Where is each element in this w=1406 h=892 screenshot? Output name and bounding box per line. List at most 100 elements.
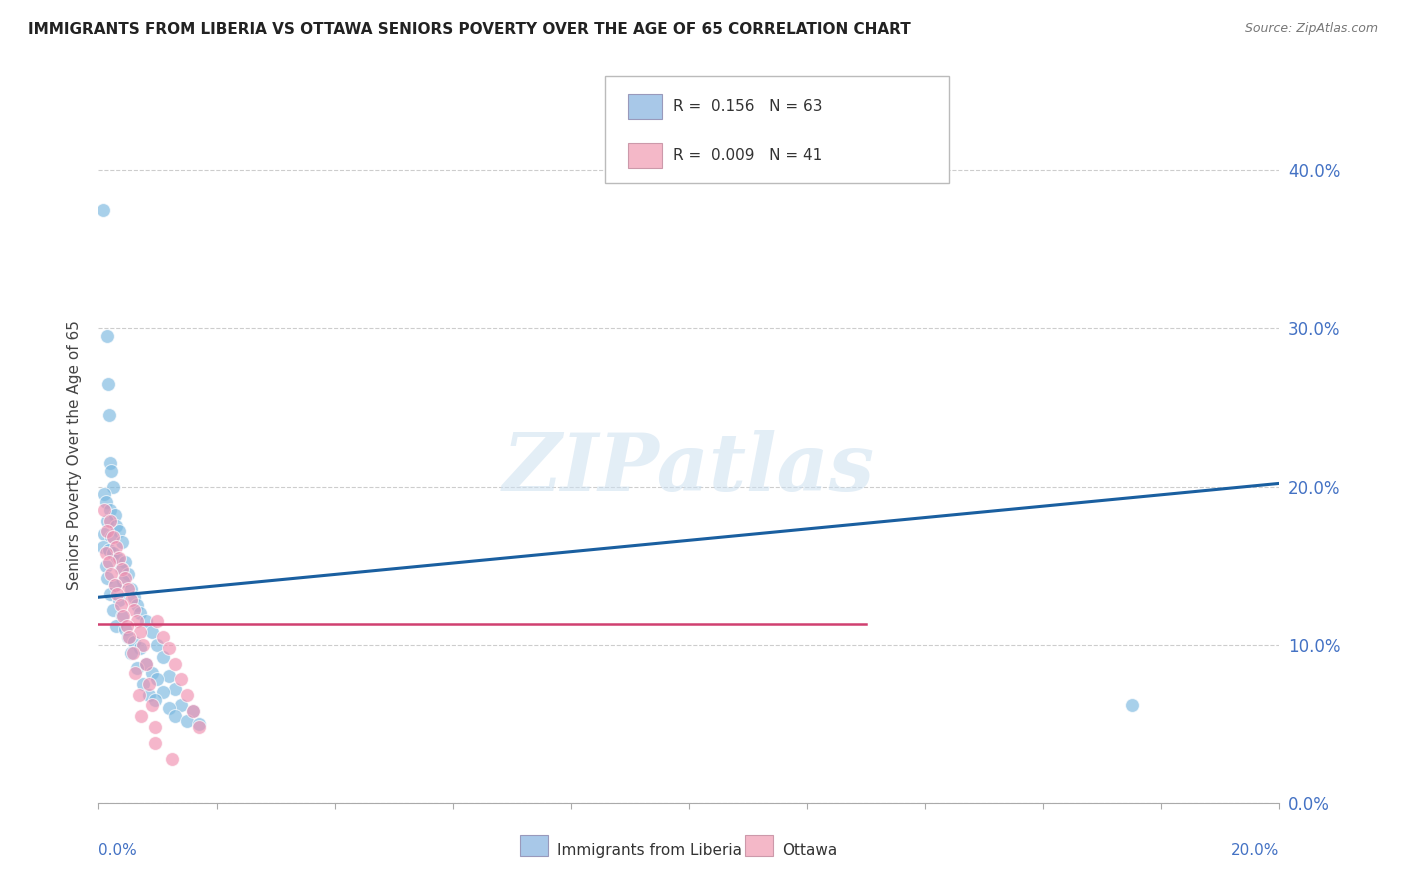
Point (114, 622, 136, 636)
Point (117, 630, 139, 644)
Point (146, 638, 169, 652)
Point (125, 614, 148, 628)
Text: Immigrants from Liberia: Immigrants from Liberia (557, 843, 742, 858)
Point (120, 593, 142, 607)
Point (105, 550, 128, 565)
Point (152, 650, 174, 665)
Point (98, 542, 121, 557)
Point (124, 666, 146, 681)
Point (112, 574, 135, 589)
Point (135, 657, 157, 671)
Point (94, 495, 117, 509)
Point (1121, 698, 1143, 712)
Point (110, 562, 132, 576)
Point (93, 503, 115, 517)
Point (114, 556, 136, 570)
Point (93, 487, 115, 501)
Point (103, 603, 125, 617)
Point (103, 479, 125, 493)
Point (91, 202, 114, 217)
Point (128, 640, 150, 655)
Point (141, 666, 163, 681)
Text: 20.0%: 20.0% (1232, 843, 1279, 858)
Point (96, 571, 118, 585)
Point (135, 614, 157, 628)
Point (105, 519, 128, 533)
Point (100, 566, 122, 581)
Point (162, 751, 183, 765)
Point (100, 530, 122, 544)
Point (165, 708, 187, 723)
Text: Source: ZipAtlas.com: Source: ZipAtlas.com (1244, 22, 1378, 36)
Point (143, 693, 166, 707)
Text: R =  0.156   N = 63: R = 0.156 N = 63 (673, 99, 823, 113)
Point (143, 720, 166, 734)
Point (98, 503, 121, 517)
Point (112, 609, 135, 624)
Text: ZIPatlas: ZIPatlas (503, 430, 875, 508)
Point (135, 657, 157, 671)
Point (141, 698, 163, 712)
Point (125, 598, 148, 612)
Point (165, 657, 187, 671)
Text: R =  0.009   N = 41: R = 0.009 N = 41 (673, 148, 823, 162)
Point (132, 638, 155, 652)
Point (104, 508, 127, 522)
Point (93, 527, 115, 541)
Point (146, 673, 169, 687)
Point (117, 566, 139, 581)
Point (170, 698, 193, 712)
Text: IMMIGRANTS FROM LIBERIA VS OTTAWA SENIORS POVERTY OVER THE AGE OF 65 CORRELATION: IMMIGRANTS FROM LIBERIA VS OTTAWA SENIOR… (28, 22, 911, 37)
Text: 0.0%: 0.0% (98, 843, 138, 858)
Point (103, 530, 125, 544)
Point (111, 562, 134, 576)
Point (187, 720, 209, 734)
Point (100, 464, 122, 478)
Point (181, 704, 204, 718)
Point (98, 587, 121, 601)
Point (98, 556, 121, 570)
Point (96, 514, 118, 528)
Point (96, 524, 118, 538)
Point (181, 704, 204, 718)
Point (104, 577, 127, 591)
Point (104, 577, 127, 591)
Point (157, 701, 180, 715)
Point (97, 376, 120, 391)
Point (129, 708, 152, 723)
Point (114, 571, 136, 585)
Point (165, 681, 187, 696)
Point (128, 688, 150, 702)
Point (120, 582, 142, 597)
Point (94, 558, 117, 573)
Point (122, 591, 145, 605)
Point (138, 677, 160, 691)
Point (108, 524, 131, 538)
Point (125, 661, 148, 675)
Point (152, 630, 174, 644)
Point (96, 329, 118, 343)
Point (157, 669, 180, 683)
Point (108, 550, 131, 565)
Point (128, 606, 150, 620)
Point (98, 514, 121, 528)
Point (103, 546, 125, 560)
Point (121, 646, 143, 660)
Point (176, 714, 198, 728)
Point (143, 736, 166, 750)
Point (141, 625, 163, 640)
Point (111, 534, 134, 549)
Point (105, 540, 128, 554)
Point (120, 646, 142, 660)
Point (115, 618, 138, 632)
Point (128, 625, 150, 640)
Point (132, 677, 155, 691)
Point (118, 630, 141, 644)
Point (91, 540, 114, 554)
Point (111, 609, 134, 624)
Point (105, 587, 128, 601)
Point (138, 688, 160, 702)
Point (187, 716, 209, 731)
Point (170, 673, 193, 687)
Point (108, 593, 131, 607)
